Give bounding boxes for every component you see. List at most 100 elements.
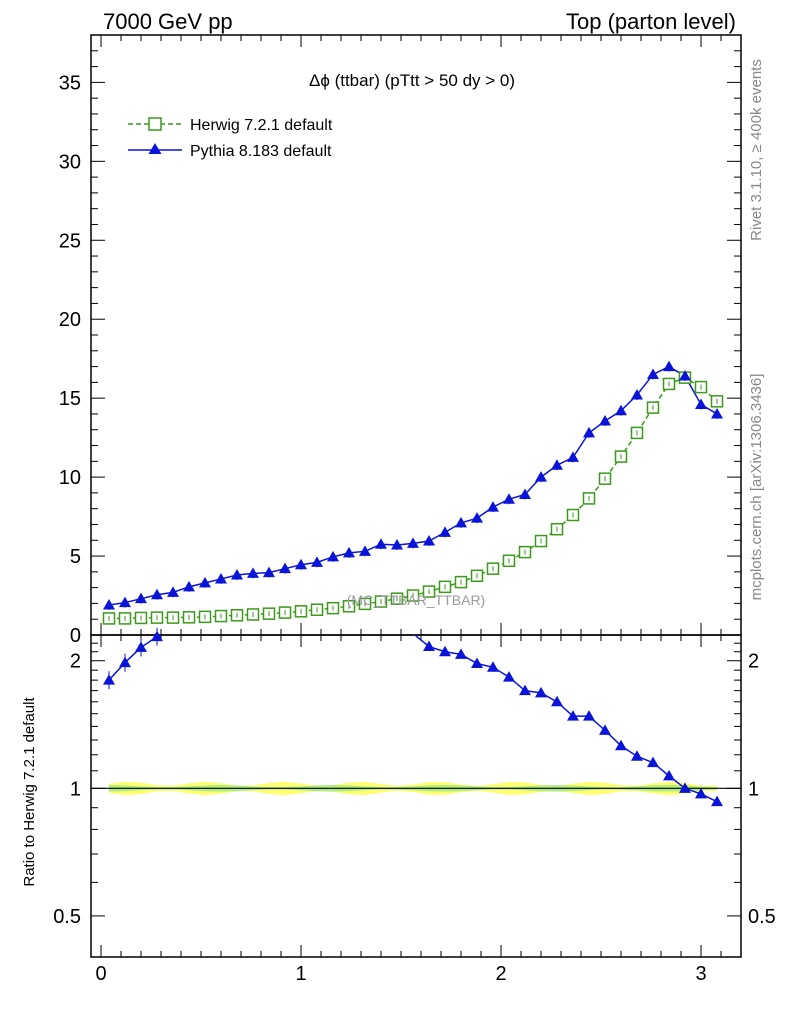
pythia-ratio-point [503,671,515,682]
pythia-ratio-point [647,756,659,768]
mcplots-label: mcplots.cern.ch [arXiv:1306.3436] [748,374,765,601]
pythia-point [327,550,339,562]
pythia-point [679,370,691,381]
pythia-ratio-point [599,724,611,735]
data-series [102,360,724,625]
pythia-point [343,546,355,558]
pythia-ratio-point [535,686,547,698]
pythia-point [439,526,451,537]
y-tick-label: 15 [59,388,81,410]
pythia-point [391,539,403,550]
pythia-point [455,516,467,528]
legend-herwig-label: Herwig 7.2.1 default [190,117,333,134]
pythia-ratio-point [663,769,675,781]
pythia-point [471,512,483,523]
rivet-label: Rivet 3.1.10, ≥ 400k events [748,59,765,241]
pythia-ratio-point [551,695,563,707]
watermark-label: (MC_TTBAR_TTBAR) [347,592,485,608]
pythia-point [583,426,595,438]
pythia-point [359,545,371,556]
legend-herwig-marker [148,117,162,131]
pythia-ratio-point [471,657,483,669]
pythia-point [615,404,627,416]
pythia-point [663,360,675,372]
pythia-ratio-point [103,674,115,685]
ratio-tick-label-right: 0.5 [748,906,776,928]
pythia-ratio-point [135,641,147,652]
y-tick-label: 10 [59,467,81,489]
pythia-point [567,451,579,462]
pythia-ratio-point [455,648,467,659]
x-tick-label: 1 [295,963,306,985]
pythia-ratio-point [631,750,643,761]
ratio-tick-label: 1 [70,778,81,800]
pythia-point [215,572,227,584]
pythia-point [151,588,163,600]
pythia-point [599,415,611,426]
y-tick-label: 20 [59,309,81,331]
pythia-point [535,471,547,482]
pythia-point [295,558,307,570]
pythia-ratio-point [151,630,163,642]
pythia-ratio-point [423,640,435,652]
ratio-frame [90,634,742,958]
y-tick-label: 30 [59,151,81,173]
pythia-point [279,562,291,574]
chart-title: Δϕ (ttbar) (pTtt > 50 dy > 0) [309,71,515,90]
pythia-point [263,566,275,578]
pythia-point [167,586,179,597]
ratio-tick-label-right: 1 [748,778,759,800]
legend-pythia-label: Pythia 8.183 default [190,143,332,160]
ratio-tick-label-right: 2 [748,651,759,673]
ratio-panel [90,634,742,958]
pythia-point [135,592,147,604]
ratio-tick-label: 2 [70,651,81,673]
header-left: 7000 GeV pp [103,9,233,34]
pythia-point [103,599,115,610]
ratio-uncertainty-band [91,781,741,796]
pythia-point [183,580,195,592]
pythia-point [375,538,387,549]
pythia-point [407,537,419,548]
pythia-point [631,389,643,400]
pythia-ratio-point [679,782,691,793]
x-tick-label: 0 [95,963,106,985]
y-tick-label: 0 [70,625,81,647]
pythia-ratio-point [567,710,579,721]
y-tick-label: 25 [59,230,81,252]
pythia-ratio-point [119,656,131,668]
y-tick-label: 5 [70,546,81,568]
pythia-point [423,535,435,546]
pythia-point [503,493,515,504]
pythia-point [551,459,563,470]
x-tick-label: 3 [695,963,706,985]
pythia-ratio-point [711,795,723,807]
legend: Herwig 7.2.1 default Pythia 8.183 defaul… [128,117,333,160]
ratio-series [103,627,723,807]
pythia-point [487,501,499,512]
pythia-point [711,407,723,419]
ratio-axis-label: Ratio to Herwig 7.2.1 default [21,697,38,887]
pythia-ratio-point [439,645,451,657]
legend-pythia-marker [148,143,162,154]
pythia-ratio-point [583,710,595,721]
pythia-ratio-point [695,787,707,799]
pythia-point [647,368,659,379]
pythia-point [247,567,259,578]
pythia-point [695,398,707,409]
pythia-ratio-line [108,635,718,803]
pythia-point [231,569,243,580]
pythia-line [108,365,718,606]
pythia-ratio-point [487,661,499,672]
pythia-point [311,556,323,567]
y-tick-label: 35 [59,72,81,94]
pythia-ratio-point [519,684,531,696]
pythia-point [119,596,131,608]
x-tick-label: 2 [495,963,506,985]
ratio-tick-label: 0.5 [53,906,81,928]
pythia-point [199,576,211,588]
pythia-point [519,488,531,499]
header-right: Top (parton level) [566,9,736,34]
